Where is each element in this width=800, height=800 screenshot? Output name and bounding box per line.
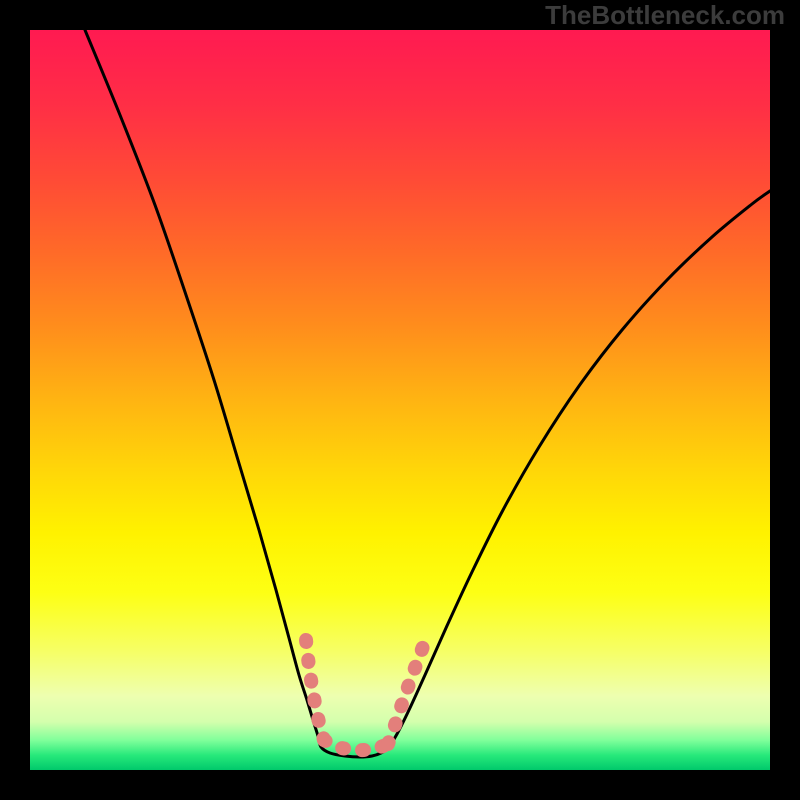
watermark-text: TheBottleneck.com	[545, 0, 785, 30]
gradient-background	[30, 30, 770, 770]
bottleneck-chart: TheBottleneck.com	[0, 0, 800, 800]
